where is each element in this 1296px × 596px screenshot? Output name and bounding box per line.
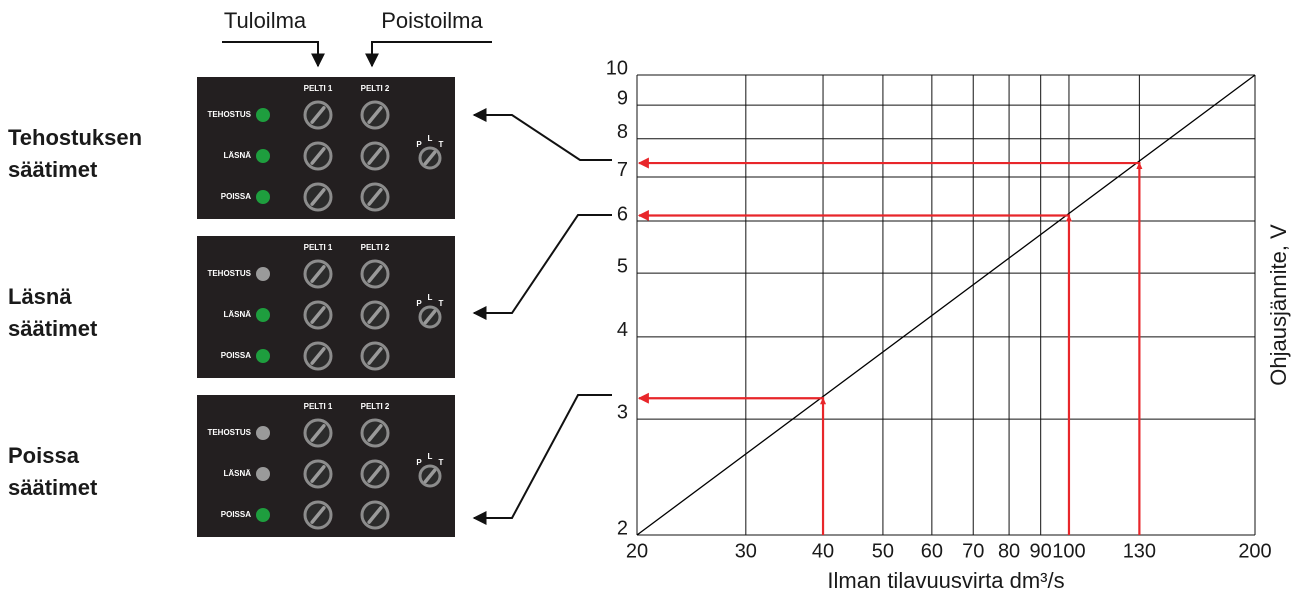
flow-label: Poistoilma xyxy=(381,8,483,33)
switch-label: L xyxy=(428,452,433,461)
knob-pointer xyxy=(310,188,326,206)
damper-label: PELTI 2 xyxy=(361,84,390,93)
x-tick-label: 90 xyxy=(1030,540,1052,562)
knob-pointer xyxy=(310,106,326,124)
knob-pointer xyxy=(367,188,383,206)
switch-label: T xyxy=(439,140,444,149)
led xyxy=(256,308,270,322)
mode-label: TEHOSTUS xyxy=(207,269,251,278)
knob-pointer xyxy=(423,309,437,325)
switch-label: P xyxy=(416,299,422,308)
reading-arrowhead xyxy=(1136,162,1143,170)
led xyxy=(256,349,270,363)
chart: Ilman tilavuusvirta dm³/s Ohjausjännite,… xyxy=(606,57,1291,593)
panel-title: säätimet xyxy=(8,316,98,341)
knob-pointer xyxy=(367,265,383,283)
mode-label: TEHOSTUS xyxy=(207,110,251,119)
y-tick-label: 4 xyxy=(617,319,628,341)
x-tick-label: 50 xyxy=(872,540,894,562)
knob-pointer xyxy=(367,306,383,324)
y-tick-label: 8 xyxy=(617,121,628,143)
knob-pointer xyxy=(310,465,326,483)
knob-pointer xyxy=(310,147,326,165)
knob-pointer xyxy=(367,147,383,165)
x-tick-label: 60 xyxy=(921,540,943,562)
knob-pointer xyxy=(310,306,326,324)
knob-pointer xyxy=(310,506,326,524)
led xyxy=(256,190,270,204)
knob-pointer xyxy=(367,106,383,124)
knob-pointer xyxy=(310,265,326,283)
knob-pointer xyxy=(423,468,437,484)
panel-title: Tehostuksen xyxy=(8,125,142,150)
mode-label: LÄSNÄ xyxy=(223,310,251,319)
flow-arrow xyxy=(365,41,492,68)
connector-arrow xyxy=(472,214,612,320)
knob-pointer xyxy=(367,465,383,483)
led xyxy=(256,149,270,163)
knob-pointer xyxy=(423,150,437,166)
x-axis-label: Ilman tilavuusvirta dm³/s xyxy=(827,568,1064,593)
y-tick-label: 2 xyxy=(617,517,628,539)
flow-arrow xyxy=(222,41,325,68)
mode-label: POISSA xyxy=(221,510,251,519)
led xyxy=(256,508,270,522)
x-tick-label: 130 xyxy=(1123,540,1156,562)
damper-label: PELTI 2 xyxy=(361,243,390,252)
panel-title: säätimet xyxy=(8,157,98,182)
x-tick-label: 30 xyxy=(735,540,757,562)
damper-label: PELTI 1 xyxy=(304,243,333,252)
damper-label: PELTI 1 xyxy=(304,84,333,93)
mode-label: TEHOSTUS xyxy=(207,428,251,437)
knob-pointer xyxy=(367,506,383,524)
panel-title: säätimet xyxy=(8,475,98,500)
y-tick-label: 5 xyxy=(617,255,628,277)
x-tick-label: 200 xyxy=(1238,540,1271,562)
mode-label: LÄSNÄ xyxy=(223,469,251,478)
y-tick-label: 6 xyxy=(617,203,628,225)
switch-label: L xyxy=(428,293,433,302)
curve xyxy=(636,74,1256,536)
connector-arrow xyxy=(472,394,612,525)
switch-label: T xyxy=(439,299,444,308)
x-tick-label: 70 xyxy=(962,540,984,562)
switch-label: T xyxy=(439,458,444,467)
knob-pointer xyxy=(310,347,326,365)
y-tick-label: 7 xyxy=(617,159,628,181)
mode-label: POISSA xyxy=(221,192,251,201)
x-tick-label: 100 xyxy=(1052,540,1085,562)
flow-label: Tuloilma xyxy=(224,8,307,33)
mode-label: POISSA xyxy=(221,351,251,360)
x-tick-label: 40 xyxy=(812,540,834,562)
knob-pointer xyxy=(367,347,383,365)
reading-arrow xyxy=(637,157,1141,535)
y-axis-label: Ohjausjännite, V xyxy=(1266,224,1291,386)
panels: Tehostuksen säätimet PELTI 1 PELTI 2 TEHOSTU… xyxy=(8,77,455,537)
led xyxy=(256,108,270,122)
reading-arrowhead xyxy=(820,397,827,405)
mode-label: LÄSNÄ xyxy=(223,151,251,160)
panel-title: Poissa xyxy=(8,443,80,468)
switch-label: P xyxy=(416,458,422,467)
connector-arrow xyxy=(472,108,612,161)
knob-pointer xyxy=(310,424,326,442)
y-tick-label: 10 xyxy=(606,57,628,79)
y-tick-label: 3 xyxy=(617,401,628,423)
reading-arrow xyxy=(637,209,1071,535)
x-tick-label: 80 xyxy=(998,540,1020,562)
switch-label: P xyxy=(416,140,422,149)
led xyxy=(256,267,270,281)
led xyxy=(256,467,270,481)
damper-label: PELTI 2 xyxy=(361,402,390,411)
damper-label: PELTI 1 xyxy=(304,402,333,411)
panel-title: Läsnä xyxy=(8,284,72,309)
knob-pointer xyxy=(367,424,383,442)
switch-label: L xyxy=(428,134,433,143)
led xyxy=(256,426,270,440)
x-tick-label: 20 xyxy=(626,540,648,562)
y-tick-label: 9 xyxy=(617,87,628,109)
reading-arrowhead xyxy=(1065,214,1072,222)
